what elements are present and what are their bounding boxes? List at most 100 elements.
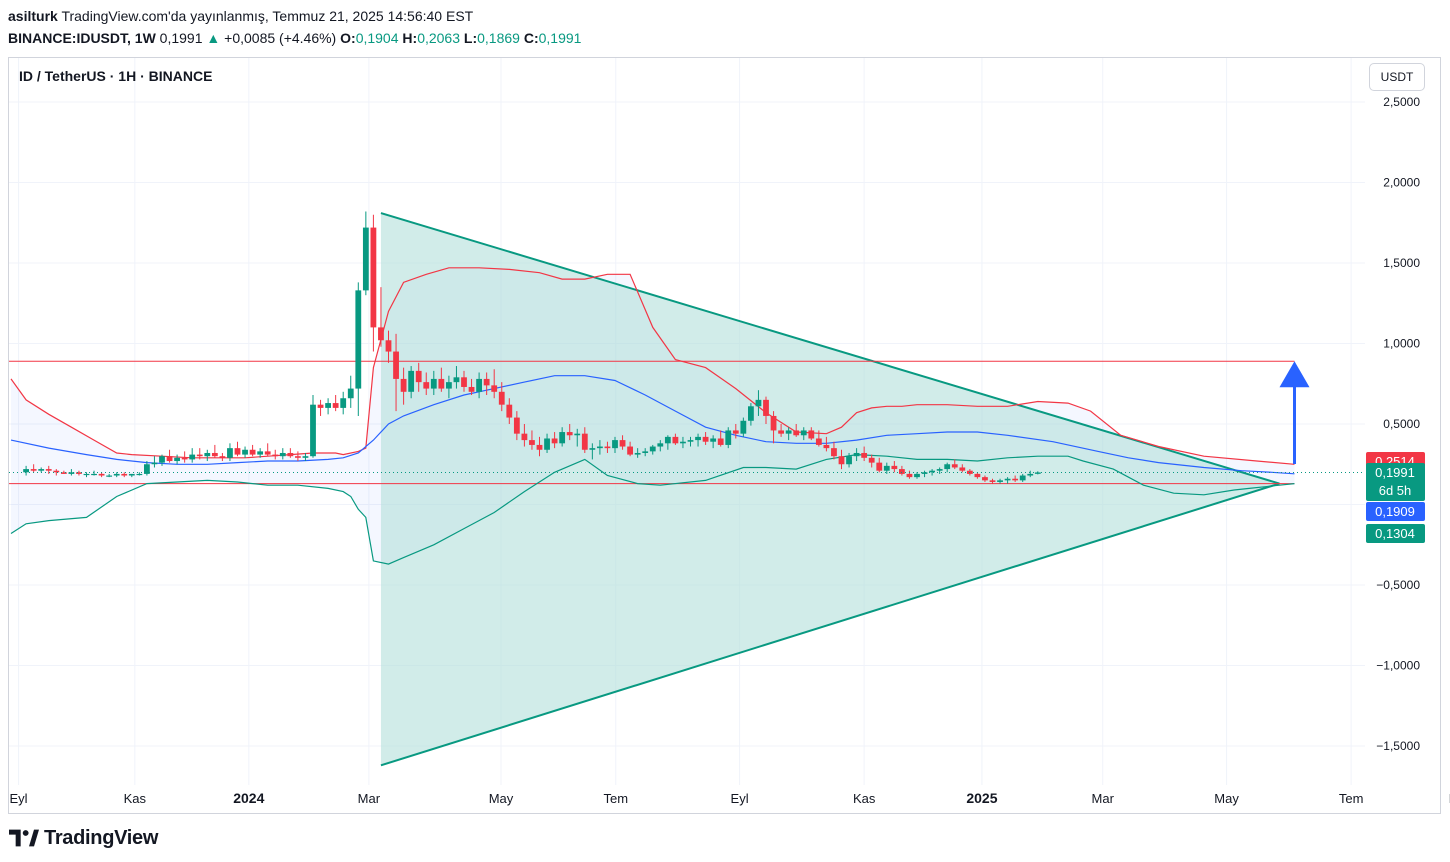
candle-body <box>581 433 588 450</box>
candle-body <box>196 454 203 457</box>
open-label: O: <box>340 30 356 46</box>
candle-body <box>446 382 452 389</box>
candle-body <box>763 399 769 416</box>
x-tick-label: Kas <box>853 791 876 806</box>
candle-body <box>717 438 724 445</box>
price-label-box <box>1366 524 1425 543</box>
publish-date: TradingView.com'da yayınlanmış, Temmuz 2… <box>61 8 474 24</box>
candle-body <box>325 403 331 408</box>
x-tick-label: Eyl <box>731 791 749 806</box>
candle-body <box>279 452 286 457</box>
candle-body <box>793 430 800 436</box>
upper-band-line <box>10 267 1295 465</box>
x-tick-label: 2024 <box>233 790 264 806</box>
candle-body <box>219 456 226 458</box>
close-value: 0,1991 <box>538 30 582 46</box>
candle-body <box>574 433 581 436</box>
candle-body <box>506 404 513 418</box>
currency-button[interactable]: USDT <box>1369 63 1425 91</box>
candle-body <box>823 444 830 449</box>
candle-body <box>551 438 558 444</box>
candle-body <box>302 456 309 458</box>
candle-body <box>989 480 996 482</box>
publish-info: asilturk TradingView.com'da yayınlanmış,… <box>8 8 473 24</box>
x-tick-label: Mar <box>358 791 381 806</box>
chart-frame[interactable] <box>8 57 1441 814</box>
price-label-box <box>1366 463 1425 501</box>
candle-body <box>710 438 717 442</box>
candle-body <box>423 382 430 389</box>
candle-body <box>113 473 120 476</box>
candle-body <box>657 443 664 447</box>
up-triangle-icon: ▲ <box>206 30 221 46</box>
candle-body <box>181 457 188 460</box>
candle-body <box>453 377 460 383</box>
candle-body <box>876 462 883 471</box>
candle-body <box>242 449 248 455</box>
candle-body <box>159 456 165 463</box>
candle-body <box>461 377 467 387</box>
candle-body <box>642 451 649 453</box>
plot-layer <box>9 211 1365 767</box>
lower-band-line <box>10 453 1295 565</box>
ohlc-legend: BINANCE:IDUSDT, 1W 0,1991 ▲ +0,0085 (+4.… <box>8 30 581 46</box>
candle-body <box>38 469 45 471</box>
candle-body <box>121 473 128 476</box>
candle-body <box>997 480 1003 482</box>
candle-body <box>340 398 347 408</box>
author-name: asilturk <box>8 8 58 24</box>
candle-body <box>310 404 316 457</box>
candle-body <box>98 473 105 476</box>
candle-body <box>83 473 90 476</box>
open-value: 0,1904 <box>355 30 399 46</box>
y-tick-label: −0,5000 <box>1376 578 1420 592</box>
candle-body <box>936 469 943 471</box>
candle-body <box>347 388 354 399</box>
candle-body <box>91 473 97 476</box>
y-tick-label: −1,5000 <box>1376 739 1420 753</box>
candle-body <box>929 470 935 473</box>
low-label: L: <box>463 30 478 46</box>
x-tick-label: E <box>1449 791 1450 806</box>
candle-body <box>400 378 407 392</box>
candle-body <box>529 440 535 445</box>
candle-body <box>808 430 815 439</box>
candle-body <box>166 456 173 462</box>
candle-body <box>959 467 966 471</box>
price-label-text: 0,1304 <box>1375 526 1415 541</box>
candle-body <box>144 464 150 474</box>
candle-body <box>944 464 951 470</box>
candle-body <box>513 417 520 434</box>
price-change: +0,0085 (+4.46%) <box>224 30 337 46</box>
candle-body <box>272 454 279 457</box>
high-label: H: <box>402 30 418 46</box>
candle-body <box>23 469 29 473</box>
candle-body <box>151 462 158 465</box>
y-tick-label: 1,0000 <box>1383 337 1420 351</box>
candle-body <box>393 351 399 379</box>
candle-body <box>483 378 490 386</box>
candle-body <box>612 440 618 449</box>
candle-body <box>128 473 135 476</box>
candles-layer <box>23 211 1041 484</box>
tradingview-logo-icon <box>9 829 39 847</box>
x-tick-label: Eyl <box>10 791 28 806</box>
candle-body <box>770 415 777 431</box>
candle-body <box>521 433 528 441</box>
candle-body <box>974 473 981 478</box>
candle-body <box>649 446 656 452</box>
footer-brand[interactable]: TradingView <box>8 826 158 850</box>
candle-body <box>559 432 566 444</box>
candle-body <box>60 472 67 474</box>
x-tick-label: May <box>1214 791 1239 806</box>
candle-body <box>906 473 913 478</box>
candle-body <box>174 457 180 462</box>
candle-body <box>317 404 324 408</box>
candle-body <box>408 370 415 392</box>
projection-arrow-head <box>1279 361 1310 388</box>
price-label-countdown: 6d 5h <box>1379 483 1412 498</box>
candle-body <box>680 441 686 444</box>
candle-body <box>536 444 543 450</box>
